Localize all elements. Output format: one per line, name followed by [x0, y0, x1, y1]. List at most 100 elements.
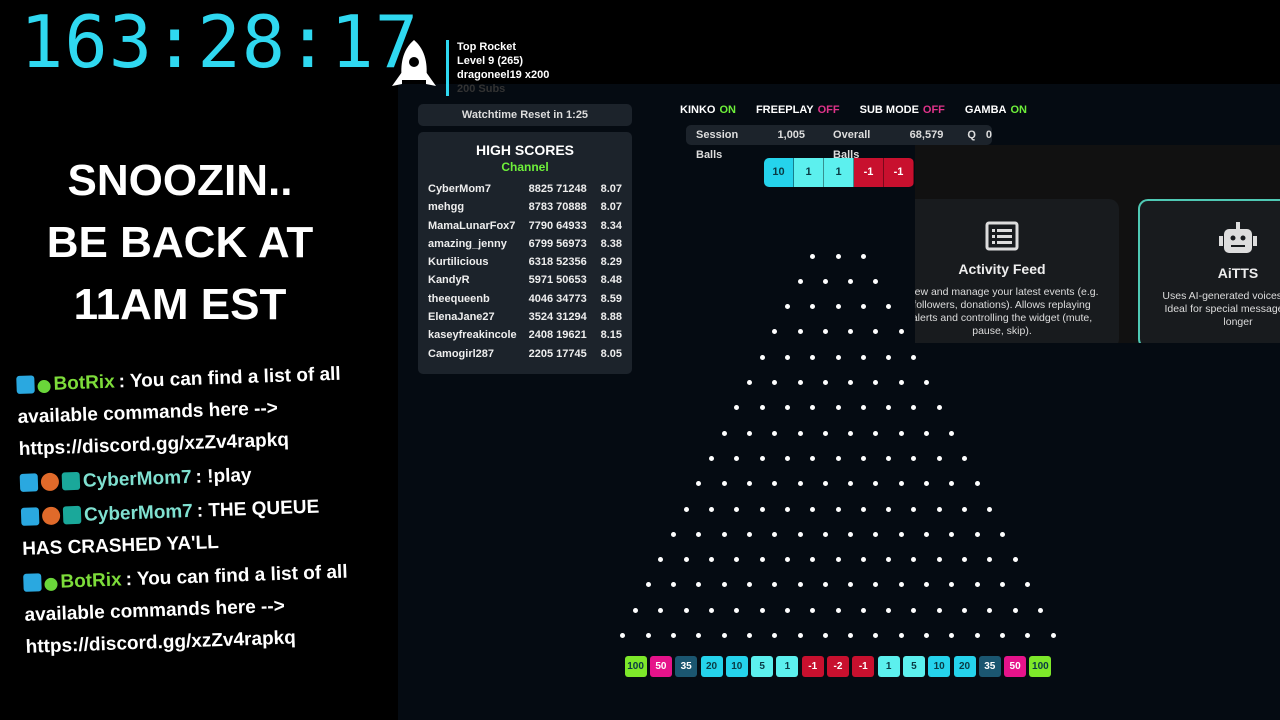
high-scores-title: HIGH SCORES	[475, 142, 574, 158]
player-name: Camogirl287	[428, 347, 495, 360]
rocket-level: Level 9 (265)	[457, 55, 524, 67]
rocket-icon	[392, 40, 436, 86]
player-score: 2205 17745	[528, 347, 587, 360]
rocket-title: Top Rocket	[457, 41, 517, 53]
verified-badge-icon	[37, 379, 51, 394]
queue-value: 0	[985, 129, 993, 141]
chat-message: BotRix: You can find a list of all avail…	[16, 358, 359, 466]
away-line: 11AM EST	[73, 280, 287, 329]
mode-label: GAMBA	[964, 104, 1007, 116]
og-badge-icon	[61, 471, 81, 491]
mode-kinko: KINKO ON	[680, 104, 736, 116]
high-scores-panel: HIGH SCORES Channel CyberMom7 8825 71248 8…	[418, 132, 632, 374]
mode-indicators: KINKO ON FREEPLAY OFF SUB MODE OFF GAMBA ON	[680, 104, 1027, 116]
high-score-row: kaseyfreakincole 2408 19621 8.15	[428, 326, 622, 344]
card-description: View and manage your latest events (e.g.…	[915, 286, 1099, 337]
recent-result: 10	[764, 158, 794, 187]
player-score: 8825 71248	[528, 183, 587, 195]
mode-label: FREEPLAY	[755, 104, 814, 116]
player-average: 8.07	[600, 183, 622, 195]
recent-results: 10 1 1 -1 -1	[764, 158, 914, 187]
player-name: theequeenb	[428, 292, 490, 305]
player-name: mehgg	[428, 201, 465, 214]
chat-username[interactable]: CyberMom7	[83, 500, 194, 526]
aitts-card[interactable]: AiTTS Uses AI-generated voices touch. Id…	[1138, 199, 1280, 343]
overall-value: 68,579	[909, 129, 944, 141]
top-rocket-info: Top Rocket Level 9 (265) dragoneel19 x20…	[446, 40, 549, 96]
player-name: CyberMom7	[428, 183, 491, 195]
card-description: Uses AI-generated voices touch. Ideal fo…	[1162, 290, 1280, 328]
recent-result: 1	[824, 158, 854, 187]
queue-label: Q	[967, 129, 976, 141]
high-score-row: amazing_jenny 6799 56973 8.38	[428, 235, 622, 253]
chat-message: BotRix: You can find a list of all avail…	[23, 556, 366, 664]
player-average: 8.48	[600, 274, 622, 287]
high-score-row: CyberMom7 8825 71248 8.07	[428, 180, 622, 198]
stream-timer: 163:28:17	[20, 0, 420, 84]
player-name: Kurtilicious	[428, 256, 489, 269]
recent-result: -1	[854, 158, 884, 187]
card-title: AiTTS	[1217, 265, 1259, 281]
moderator-badge-icon	[19, 473, 39, 492]
player-score: 4046 34773	[528, 292, 587, 305]
watchtime-reset: Watchtime Reset in 1:25	[418, 104, 632, 126]
player-average: 8.88	[600, 311, 622, 324]
chat-list: BotRix: You can find a list of all avail…	[16, 358, 366, 666]
rocket-user: dragoneel19 x200	[457, 69, 550, 81]
player-average: 8.07	[600, 201, 622, 214]
player-score: 3524 31294	[528, 311, 587, 324]
overall-label: Overall Balls	[833, 129, 871, 161]
player-score: 6318 52356	[528, 256, 587, 269]
player-score: 7790 64933	[528, 219, 587, 232]
avatar-badge-icon	[41, 506, 61, 526]
activity-feed-card[interactable]: Activity Feed View and manage your lates…	[915, 199, 1119, 343]
moderator-badge-icon	[16, 375, 35, 394]
chat-username[interactable]: BotRix	[60, 569, 122, 593]
mode-freeplay: FREEPLAY OFF	[756, 104, 840, 116]
chat-username[interactable]: CyberMom7	[82, 466, 192, 492]
player-average: 8.59	[600, 292, 622, 305]
robot-icon	[1219, 222, 1257, 253]
mode-state: ON	[1010, 104, 1027, 116]
moderator-badge-icon	[20, 507, 40, 526]
list-icon	[985, 221, 1019, 251]
away-line: BE BACK AT	[46, 218, 314, 267]
high-score-row: Kurtilicious 6318 52356 8.29	[428, 253, 622, 271]
player-average: 8.15	[600, 329, 622, 342]
recent-result: -1	[884, 158, 914, 187]
player-average: 8.38	[600, 237, 622, 250]
player-score: 6799 56973	[528, 237, 587, 250]
high-score-row: Camogirl287 2205 17745 8.05	[428, 345, 622, 363]
player-name: kaseyfreakincole	[428, 329, 517, 342]
chat-username[interactable]: BotRix	[53, 371, 116, 395]
mode-sub-mode: SUB MODE OFF	[860, 104, 945, 116]
player-average: 8.34	[600, 219, 622, 232]
avatar-badge-icon	[40, 472, 60, 492]
chat-text: : !play	[195, 464, 252, 488]
mode-label: KINKO	[680, 104, 716, 116]
player-name: amazing_jenny	[428, 237, 507, 250]
player-name: ElenaJane27	[428, 311, 495, 324]
player-name: MamaLunarFox7	[428, 219, 516, 232]
high-score-row: KandyR 5971 50653 8.48	[428, 271, 622, 289]
player-name: KandyR	[428, 274, 470, 287]
mode-state: OFF	[922, 104, 945, 116]
away-line: SNOOZIN..	[67, 156, 293, 205]
ball-stats: Session Balls 1,005 Overall Balls 68,579…	[686, 125, 993, 161]
mode-gamba: GAMBA ON	[965, 104, 1027, 116]
high-score-row: mehgg 8783 70888 8.07	[428, 198, 622, 216]
moderator-badge-icon	[23, 573, 42, 592]
player-average: 8.05	[600, 347, 622, 360]
player-average: 8.29	[600, 256, 622, 269]
player-score: 8783 70888	[528, 201, 587, 214]
widget-panel: Activity Feed View and manage your lates…	[915, 145, 1280, 343]
og-badge-icon	[62, 505, 82, 525]
high-scores-scope: Channel	[501, 160, 549, 174]
mode-state: ON	[719, 104, 736, 116]
session-value: 1,005	[777, 129, 806, 141]
player-score: 5971 50653	[528, 274, 587, 287]
recent-result: 1	[794, 158, 824, 187]
mode-state: OFF	[817, 104, 840, 116]
chat-message: CyberMom7: THE QUEUE HAS CRASHED YA'LL	[20, 490, 363, 566]
verified-badge-icon	[44, 577, 58, 592]
